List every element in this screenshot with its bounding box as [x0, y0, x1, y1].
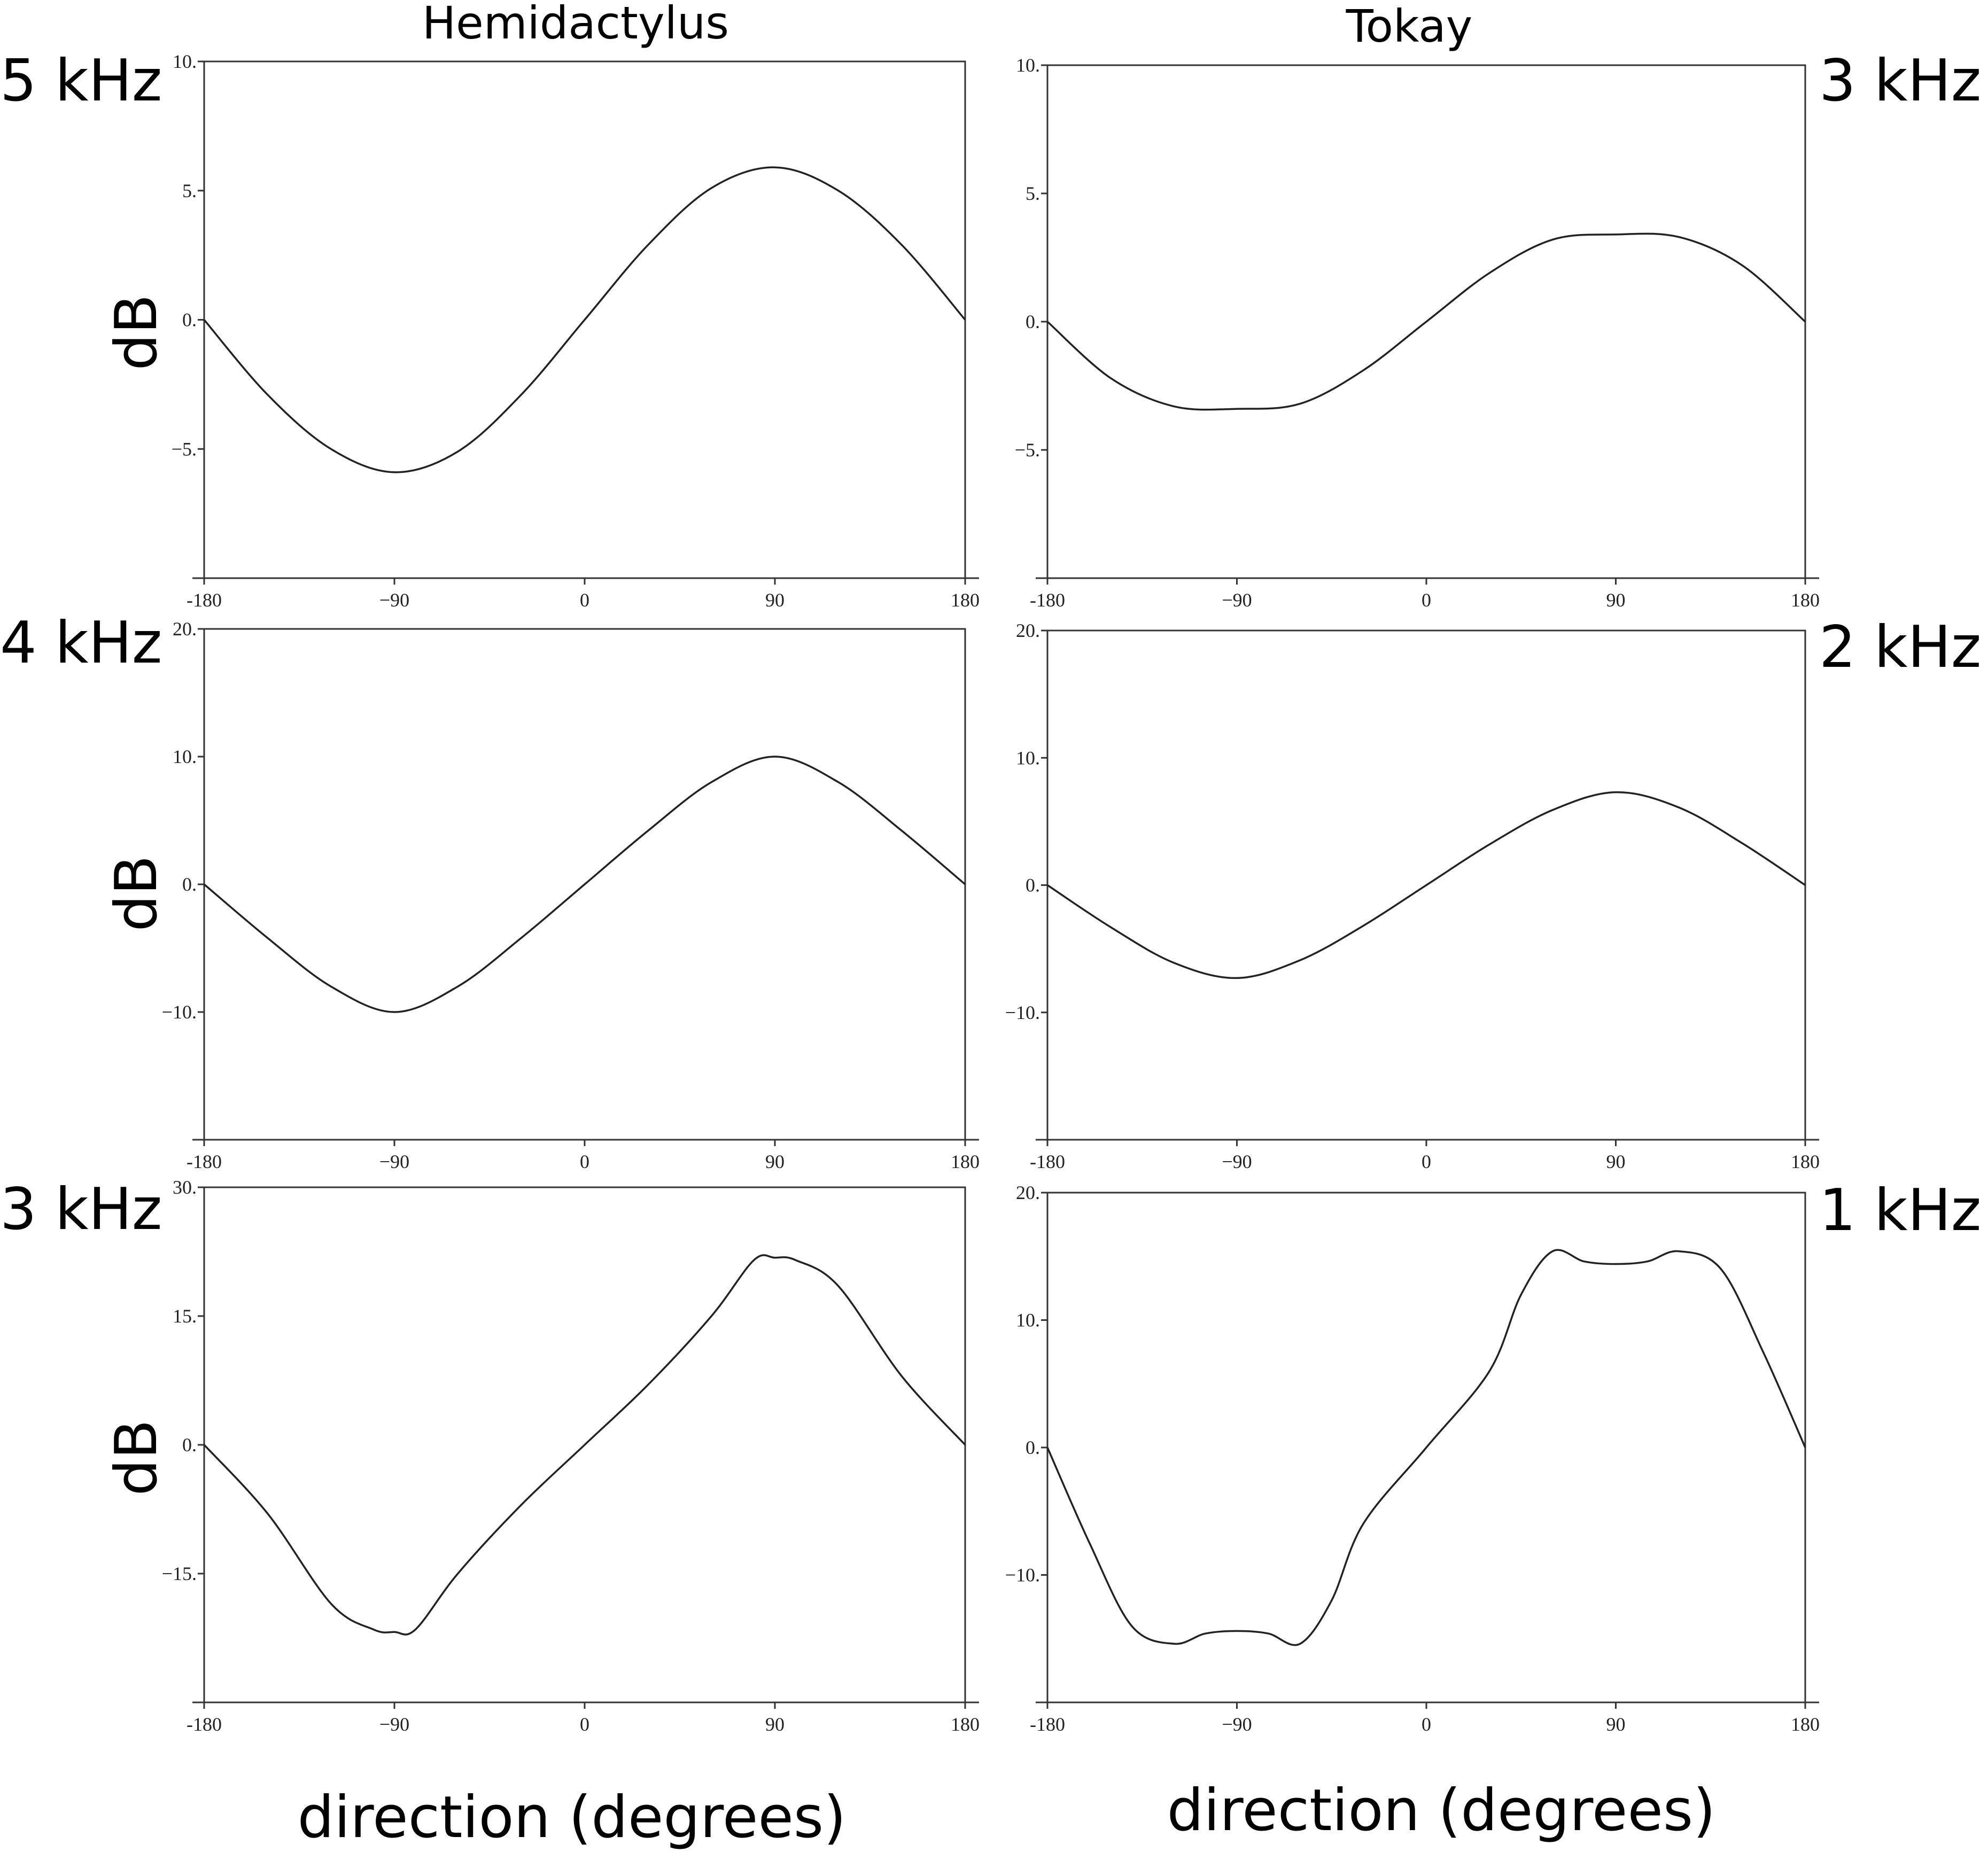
- frequency-label: 5 kHz: [0, 48, 162, 114]
- x-tick-label: −90: [1222, 1151, 1252, 1172]
- x-tick-label: 90: [1606, 1714, 1626, 1735]
- y-tick-label: −15.: [162, 1563, 197, 1584]
- y-tick-label: 5.: [182, 180, 197, 201]
- y-tick-label: 0.: [1026, 875, 1040, 896]
- chart-panel-4: 2 kHz -180 −90 0 90 180 20. 10. 0. −10.: [1005, 614, 1982, 1172]
- x-tick-label: 0: [580, 589, 589, 611]
- y-tick-label: 10.: [1016, 747, 1040, 768]
- y-tick-label: 10.: [1016, 1310, 1040, 1331]
- y-tick-label: 30.: [173, 1177, 197, 1198]
- x-tick-label: 0: [1422, 1151, 1431, 1172]
- x-tick-label: 0: [1422, 589, 1431, 611]
- frequency-label: 2 kHz: [1819, 614, 1982, 681]
- y-tick-label: 0.: [182, 1434, 197, 1456]
- x-tick-label: 0: [1422, 1714, 1431, 1735]
- y-tick-label: −10.: [162, 1001, 197, 1023]
- chart-panel-1: 5 kHz -180 −90 0 90 180 10. 5. 0. −5.: [0, 48, 980, 611]
- x-tick-label: -180: [1030, 1151, 1065, 1172]
- y-tick-label: 10.: [173, 51, 197, 72]
- column-title-tokay: Tokay: [1346, 0, 1473, 52]
- y-tick-label: 0.: [182, 309, 197, 331]
- series-line-1: [203, 1254, 966, 1636]
- series-line-1: [203, 166, 966, 473]
- x-tick-label: 180: [1791, 1151, 1820, 1172]
- x-tick-label: 90: [1606, 1151, 1626, 1172]
- x-tick-label: 90: [765, 589, 785, 611]
- chart-panel-6: 1 kHz -180 −90 0 90 180 20. 10. 0. −10.: [1005, 1177, 1982, 1735]
- x-tick-label: −90: [379, 1714, 409, 1735]
- y-tick-label: −10.: [1005, 1565, 1040, 1586]
- chart-panel-2: 3 kHz -180 −90 0 90 180 10. 5. 0. −5.: [1015, 48, 1982, 611]
- x-tick-label: −90: [1222, 589, 1252, 611]
- series-line-1: [1047, 791, 1806, 979]
- y-axis-label-row1: dB: [103, 294, 170, 371]
- x-tick-label: 90: [1606, 589, 1626, 611]
- y-tick-label: 20.: [1016, 620, 1040, 641]
- x-tick-label: 180: [951, 1151, 980, 1172]
- x-tick-label: 0: [580, 1714, 589, 1735]
- series-line-1: [1046, 232, 1806, 411]
- panels: 5 kHz -180 −90 0 90 180 10. 5. 0. −5. 3 kHz -180 −90…: [0, 48, 1982, 1735]
- chart-panel-3: 4 kHz -180 −90 0 90 180 20. 10. 0. −10.: [0, 610, 980, 1172]
- y-tick-label: 15.: [173, 1305, 197, 1327]
- y-tick-label: 0.: [1026, 1437, 1040, 1458]
- x-axis-label-right: direction (degrees): [1167, 1777, 1716, 1844]
- y-tick-label: 10.: [1016, 55, 1040, 76]
- column-title-hemidactylus: Hemidactylus: [422, 0, 729, 49]
- x-tick-label: -180: [187, 1151, 222, 1172]
- frequency-label: 4 kHz: [0, 610, 162, 676]
- y-tick-label: −5.: [1015, 439, 1040, 461]
- x-tick-label: −90: [379, 1151, 409, 1172]
- y-axis-label-row2: dB: [103, 855, 170, 932]
- x-tick-label: -180: [1030, 1714, 1065, 1735]
- y-tick-label: −5.: [172, 438, 197, 460]
- x-tick-label: −90: [379, 589, 409, 611]
- y-tick-label: −10.: [1005, 1002, 1040, 1023]
- series-line-1: [203, 756, 966, 1013]
- y-tick-label: 20.: [1016, 1182, 1040, 1203]
- series-line-1: [1046, 1249, 1806, 1646]
- frequency-label: 1 kHz: [1819, 1177, 1982, 1244]
- x-tick-label: -180: [187, 589, 222, 611]
- x-tick-label: 90: [765, 1151, 785, 1172]
- y-tick-label: 5.: [1026, 183, 1040, 204]
- x-tick-label: -180: [187, 1714, 222, 1735]
- x-tick-label: 180: [1791, 1714, 1820, 1735]
- y-tick-label: 0.: [182, 874, 197, 895]
- x-axis-label-left: direction (degrees): [298, 1784, 847, 1851]
- x-tick-label: 0: [580, 1151, 589, 1172]
- x-tick-label: -180: [1030, 589, 1065, 611]
- x-tick-label: 180: [951, 1714, 980, 1735]
- x-tick-label: −90: [1222, 1714, 1252, 1735]
- y-tick-label: 20.: [173, 618, 197, 640]
- chart-panel-5: 3 kHz -180 −90 0 90 180 30. 15. 0. −15.: [0, 1176, 980, 1735]
- frequency-label: 3 kHz: [1819, 48, 1982, 114]
- frequency-label: 3 kHz: [0, 1176, 162, 1243]
- x-tick-label: 180: [951, 589, 980, 611]
- x-tick-label: 90: [765, 1714, 785, 1735]
- y-axis-label-row3: dB: [103, 1420, 170, 1496]
- y-tick-label: 10.: [173, 746, 197, 767]
- x-tick-label: 180: [1791, 589, 1820, 611]
- y-tick-label: 0.: [1026, 311, 1040, 332]
